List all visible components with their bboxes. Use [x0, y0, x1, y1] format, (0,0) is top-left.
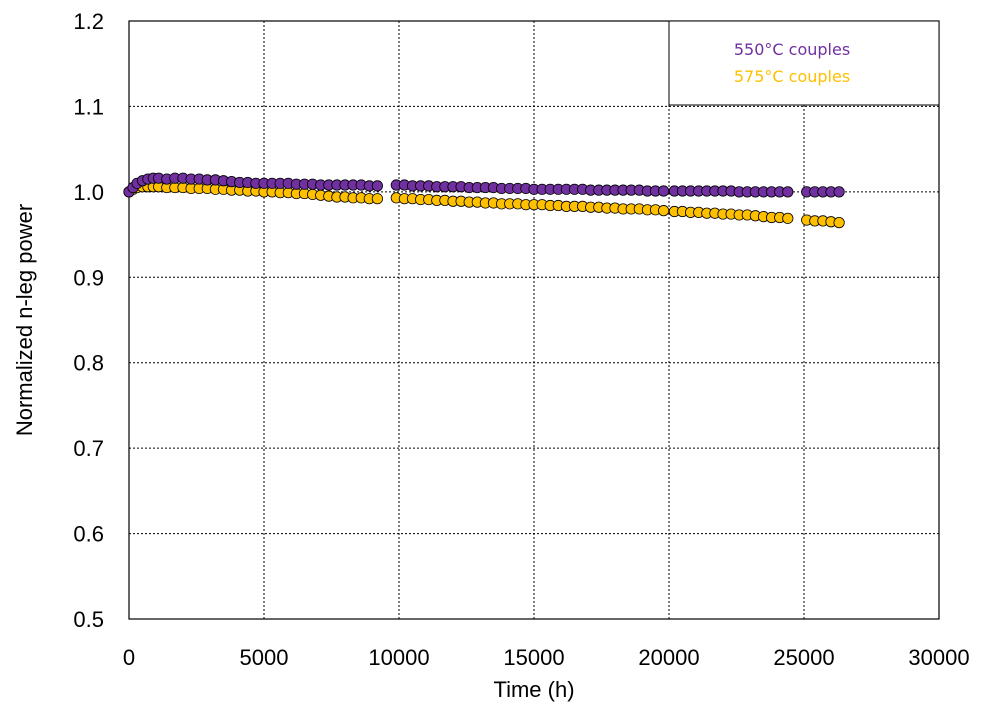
y-tick-label: 0.5 [73, 607, 104, 632]
x-tick-label: 5000 [240, 645, 289, 670]
data-point [657, 205, 670, 217]
x-axis-title: Time (h) [493, 677, 574, 702]
plot-area-border [128, 20, 940, 620]
y-axis-title: Normalized n-leg power [12, 204, 37, 436]
y-tick-label: 0.8 [73, 351, 104, 376]
legend: 550°C couples 575°C couples [668, 20, 940, 106]
y-tick-label: 1.2 [73, 9, 104, 34]
data-points [123, 172, 845, 229]
legend-item-575: 575°C couples [734, 67, 850, 86]
data-point [371, 180, 383, 192]
y-axis-ticks: 0.5 0.6 0.7 0.8 0.9 1.0 1.1 1.2 [73, 9, 104, 632]
data-point [371, 193, 383, 205]
y-tick-label: 0.6 [73, 522, 104, 547]
y-tick-label: 0.7 [73, 436, 104, 461]
x-tick-label: 15000 [503, 645, 564, 670]
data-point [782, 186, 794, 198]
x-tick-label: 0 [123, 645, 135, 670]
x-tick-label: 25000 [773, 645, 834, 670]
data-point [657, 185, 670, 197]
y-tick-label: 0.9 [73, 265, 104, 290]
data-point [833, 217, 845, 229]
data-point [833, 186, 845, 198]
x-tick-label: 20000 [638, 645, 699, 670]
x-tick-label: 30000 [908, 645, 969, 670]
data-point [782, 212, 794, 224]
x-axis-ticks: 0 5000 10000 15000 20000 25000 30000 [123, 645, 970, 670]
x-tick-label: 10000 [368, 645, 429, 670]
y-tick-label: 1.0 [73, 180, 104, 205]
legend-box [668, 20, 940, 106]
y-tick-label: 1.1 [73, 94, 104, 119]
legend-item-550: 550°C couples [734, 40, 850, 59]
series-0 [123, 172, 845, 198]
